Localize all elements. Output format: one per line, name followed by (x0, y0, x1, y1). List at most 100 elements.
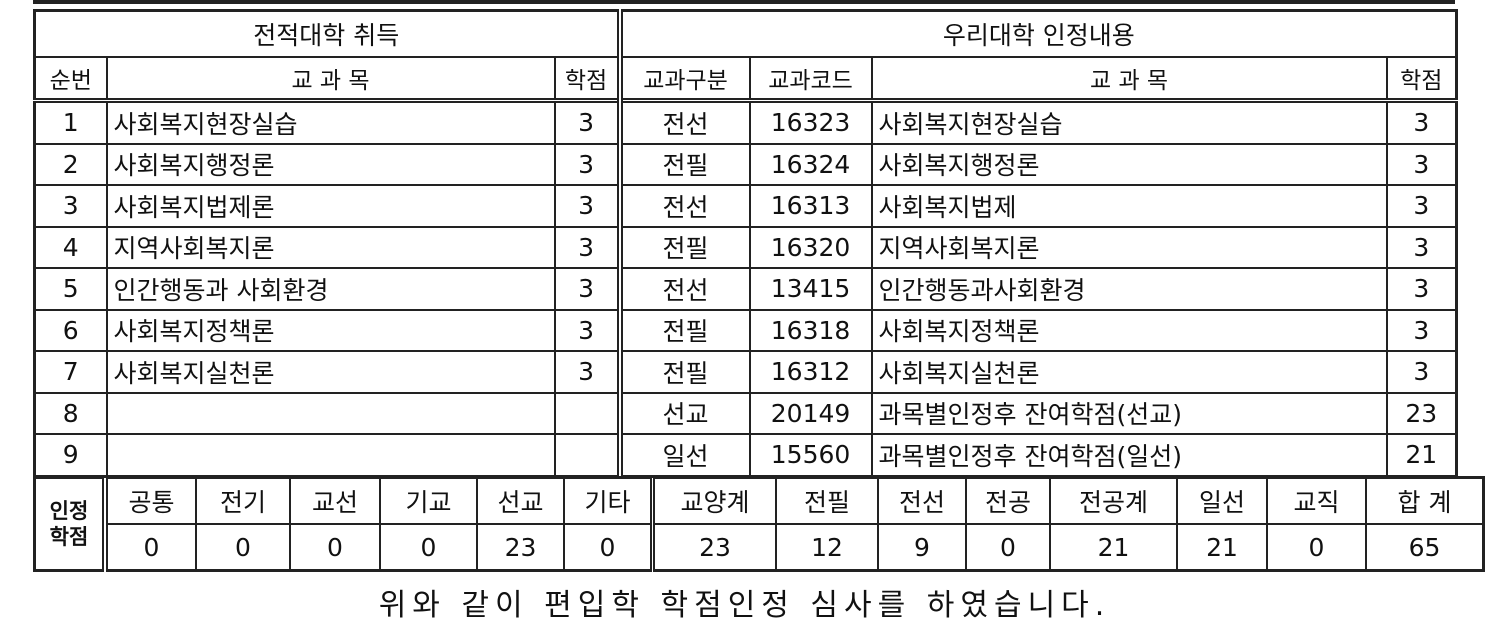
our-college-title: 우리대학 인정내용 (618, 9, 1458, 58)
cell-credit (553, 433, 623, 477)
summary-header: 교양계 (651, 476, 777, 525)
header-no: 순번 (33, 56, 108, 103)
header-course: 교 과 목 (105, 56, 556, 103)
cell-credit-r: 23 (1385, 391, 1458, 435)
cell-no: 1 (33, 99, 108, 145)
cell-category: 전필 (618, 225, 751, 269)
cell-code: 20149 (748, 391, 873, 435)
summary-label: 인정 학점 (33, 476, 108, 572)
cell-credit: 3 (553, 308, 623, 352)
cell-course: 사회복지법제론 (105, 184, 556, 228)
summary-value: 9 (877, 523, 967, 572)
cell-no: 3 (33, 184, 108, 228)
cell-code: 16324 (748, 142, 873, 186)
summary-value: 21 (1176, 523, 1268, 572)
summary-value: 0 (379, 523, 478, 572)
previous-college-title: 전적대학 취득 (33, 9, 623, 58)
cell-credit: 3 (553, 184, 623, 228)
cell-course: 사회복지행정론 (105, 142, 556, 186)
cell-course-r: 사회복지실천론 (870, 350, 1388, 394)
summary-header: 전기 (195, 476, 291, 525)
cell-credit-r: 3 (1385, 99, 1458, 145)
summary-header: 공통 (104, 476, 197, 525)
cell-category: 전필 (618, 308, 751, 352)
summary-header: 선교 (476, 476, 565, 525)
cell-course-r: 과목별인정후 잔여학점(일선) (870, 433, 1388, 477)
cell-credit-r: 3 (1385, 142, 1458, 186)
cell-course-r: 사회복지행정론 (870, 142, 1388, 186)
cell-code: 16318 (748, 308, 873, 352)
summary-header: 기교 (379, 476, 478, 525)
cell-no: 5 (33, 267, 108, 311)
cell-course: 인간행동과 사회환경 (105, 267, 556, 311)
header-course-recognized: 교 과 목 (870, 56, 1388, 103)
cell-course: 사회복지실천론 (105, 350, 556, 394)
cell-credit: 3 (553, 142, 623, 186)
cell-code: 16323 (748, 99, 873, 145)
summary-value: 23 (476, 523, 565, 572)
summary-value: 0 (965, 523, 1051, 572)
cell-course: 지역사회복지론 (105, 225, 556, 269)
table-row: 8 선교 20149 과목별인정후 잔여학점(선교) 23 (33, 391, 1458, 435)
cell-course-r: 사회복지현장실습 (870, 99, 1388, 145)
summary-value: 0 (1266, 523, 1367, 572)
cell-category: 전선 (618, 99, 751, 145)
credit-recognition-table: 전적대학 취득 우리대학 인정내용 순번 교 과 목 학점 교과구분 교과코드 … (33, 9, 1459, 478)
summary-label-line2: 학점 (49, 525, 89, 549)
table-row: 9 일선 15560 과목별인정후 잔여학점(일선) 21 (33, 433, 1458, 477)
cell-course-r: 사회복지정책론 (870, 308, 1388, 352)
cell-course (105, 391, 556, 435)
summary-header: 일선 (1176, 476, 1268, 525)
summary-label-line1: 인정 (49, 499, 89, 523)
table-row: 5 인간행동과 사회환경 3 전선 13415 인간행동과사회환경 3 (33, 267, 1458, 311)
cell-code: 16313 (748, 184, 873, 228)
cell-course-r: 과목별인정후 잔여학점(선교) (870, 391, 1388, 435)
summary-header: 기타 (563, 476, 655, 525)
cell-credit-r: 3 (1385, 225, 1458, 269)
cell-no: 4 (33, 225, 108, 269)
cell-category: 전선 (618, 184, 751, 228)
summary-header: 전공 (965, 476, 1051, 525)
cell-category: 전선 (618, 267, 751, 311)
cell-course-r: 지역사회복지론 (870, 225, 1388, 269)
cell-code: 16312 (748, 350, 873, 394)
cell-no: 2 (33, 142, 108, 186)
cell-credit: 3 (553, 99, 623, 145)
summary-header: 교선 (289, 476, 381, 525)
cell-code: 15560 (748, 433, 873, 477)
summary-value: 65 (1365, 523, 1485, 572)
cell-category: 선교 (618, 391, 751, 435)
cell-credit-r: 3 (1385, 350, 1458, 394)
summary-value: 0 (195, 523, 291, 572)
cell-code: 16320 (748, 225, 873, 269)
cell-code: 13415 (748, 267, 873, 311)
summary-value: 0 (563, 523, 655, 572)
cell-course-r: 사회복지법제 (870, 184, 1388, 228)
cell-credit-r: 21 (1385, 433, 1458, 477)
cell-credit-r: 3 (1385, 308, 1458, 352)
summary-value: 23 (651, 523, 777, 572)
summary-header: 전공계 (1049, 476, 1178, 525)
cell-credit: 3 (553, 225, 623, 269)
cell-no: 9 (33, 433, 108, 477)
cell-credit: 3 (553, 267, 623, 311)
table-row: 1 사회복지현장실습 3 전선 16323 사회복지현장실습 3 (33, 99, 1458, 145)
cell-course (105, 433, 556, 477)
summary-value: 21 (1049, 523, 1178, 572)
table-row: 6 사회복지정책론 3 전필 16318 사회복지정책론 3 (33, 308, 1458, 352)
summary-header: 합 계 (1365, 476, 1485, 525)
table-row: 4 지역사회복지론 3 전필 16320 지역사회복지론 3 (33, 225, 1458, 269)
summary-header: 교직 (1266, 476, 1367, 525)
cell-credit-r: 3 (1385, 267, 1458, 311)
summary-value: 0 (104, 523, 197, 572)
cell-course: 사회복지정책론 (105, 308, 556, 352)
header-credit: 학점 (553, 56, 623, 103)
cell-credit-r: 3 (1385, 184, 1458, 228)
header-credit-recognized: 학점 (1385, 56, 1458, 103)
table-row: 7 사회복지실천론 3 전필 16312 사회복지실천론 3 (33, 350, 1458, 394)
summary-header: 전필 (775, 476, 879, 525)
summary-value: 12 (775, 523, 879, 572)
cell-no: 8 (33, 391, 108, 435)
top-rule (33, 0, 1455, 4)
